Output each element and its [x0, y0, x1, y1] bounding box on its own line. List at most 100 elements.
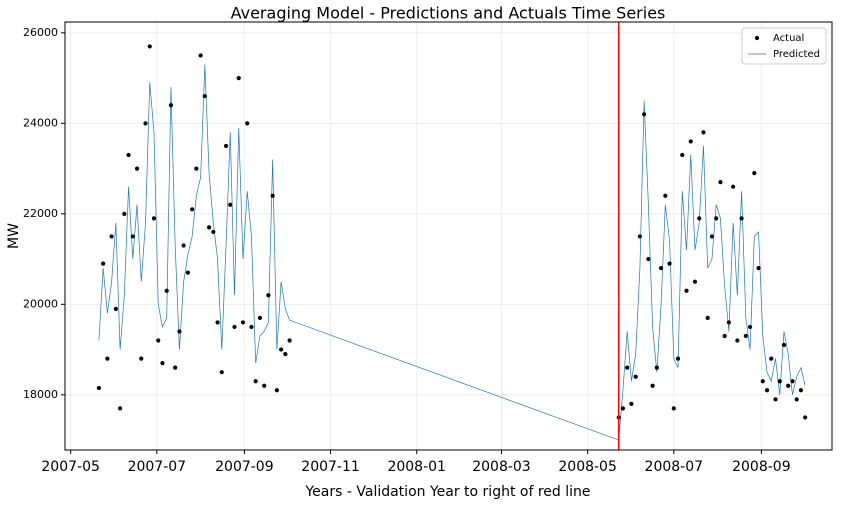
actual-point [228, 202, 233, 207]
actual-point [215, 320, 220, 325]
actual-point [803, 415, 808, 420]
y-tick-label: 24000 [23, 116, 58, 129]
actual-point [650, 383, 655, 388]
actual-point [206, 225, 212, 230]
actual-point [794, 397, 799, 402]
actual-point [151, 216, 157, 221]
x-axis-label: Years - Validation Year to right of red … [304, 484, 590, 500]
actual-point [117, 406, 123, 411]
actual-point [705, 315, 710, 320]
actual-point [122, 211, 127, 216]
actual-point [270, 193, 275, 198]
legend-label: Actual [773, 33, 804, 44]
actual-point [198, 53, 203, 58]
actual-point [760, 379, 765, 384]
actual-point [680, 152, 685, 158]
actual-point [134, 166, 140, 171]
x-tick-label: 2008-05 [558, 459, 617, 475]
actual-point [160, 361, 165, 366]
actual-point [164, 288, 169, 293]
actual-point [688, 139, 693, 144]
y-axis-label: MW [6, 223, 22, 249]
actual-point [105, 356, 110, 361]
legend-box [741, 27, 827, 65]
actual-point [109, 234, 114, 239]
actual-point [697, 216, 702, 221]
actual-point [739, 216, 744, 221]
actual-point [629, 401, 634, 406]
actual-point [663, 193, 668, 198]
actual-point [240, 320, 246, 325]
actual-point [257, 315, 263, 320]
actual-point [173, 365, 178, 370]
actual-point [211, 229, 216, 235]
actual-point [96, 385, 102, 391]
actual-point [130, 234, 135, 239]
actual-point [692, 279, 698, 284]
actual-point [126, 152, 131, 158]
actual-point [156, 338, 161, 343]
actual-point [658, 266, 664, 271]
actual-point [139, 356, 144, 361]
actual-point [777, 379, 782, 384]
actual-point [245, 121, 250, 126]
actual-point [718, 180, 723, 185]
actual-point [253, 379, 258, 384]
x-tick-label: 2007-11 [301, 459, 360, 475]
actual-point [274, 388, 279, 393]
actual-point [781, 342, 787, 348]
actual-point [654, 365, 659, 370]
actual-point [223, 143, 229, 149]
actual-point [709, 234, 715, 239]
actual-point [667, 261, 672, 266]
actual-point [194, 166, 199, 171]
actual-point [232, 324, 237, 330]
y-tick-label: 22000 [23, 207, 58, 220]
actual-point [177, 329, 182, 334]
actual-point [773, 397, 778, 402]
x-tick-label: 2008-07 [645, 459, 704, 475]
predicted-line [98, 64, 806, 441]
actual-point [731, 184, 736, 189]
actual-point [769, 356, 774, 361]
actual-point [202, 94, 207, 99]
x-tick-label: 2007-07 [128, 459, 187, 475]
actual-point [266, 293, 271, 298]
actual-point [642, 112, 647, 117]
plot-frame [64, 21, 833, 451]
actual-point [671, 406, 676, 411]
actual-point [747, 324, 753, 330]
actual-point [714, 216, 719, 221]
x-tick-label: 2008-01 [387, 459, 446, 475]
actual-point [185, 270, 190, 275]
actual-point [287, 338, 292, 343]
actual-point [786, 383, 791, 388]
actual-point [646, 256, 651, 262]
actual-point [675, 356, 681, 361]
x-tick-label: 2007-09 [215, 459, 274, 475]
actual-point [620, 406, 626, 411]
actual-point [764, 388, 770, 393]
actual-point [101, 261, 106, 266]
actual-point [726, 320, 731, 325]
actual-point [283, 351, 288, 357]
y-tick-label: 18000 [23, 388, 58, 401]
actual-point [735, 338, 740, 343]
actual-point [756, 266, 761, 271]
y-tick-label: 20000 [23, 297, 58, 310]
actual-point [219, 370, 224, 375]
actual-point [743, 333, 748, 339]
actual-point [236, 76, 241, 81]
actual-point [684, 288, 689, 293]
actual-point [249, 324, 254, 330]
actual-point [190, 207, 195, 212]
actual-point [147, 44, 152, 49]
actual-point [262, 383, 267, 388]
actual-point [625, 365, 630, 370]
actual-point [798, 388, 804, 393]
actual-point [279, 347, 284, 352]
chart-title: Averaging Model - Predictions and Actual… [231, 4, 666, 23]
actual-point [722, 333, 727, 339]
actual-point [752, 171, 757, 176]
